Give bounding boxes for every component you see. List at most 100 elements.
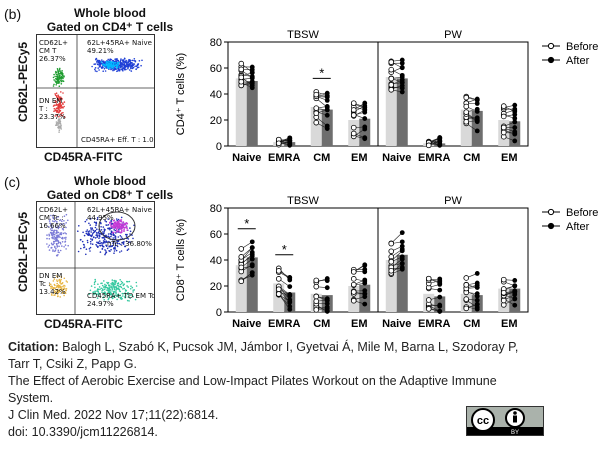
cell-dot: [138, 60, 141, 62]
cell-dot: [108, 61, 110, 63]
cell-dot: [55, 216, 58, 219]
cell-dot: [99, 251, 102, 253]
point-after: [362, 263, 368, 268]
cell-dot: [110, 227, 113, 229]
cell-dot: [121, 223, 123, 226]
cell-dot: [65, 233, 67, 235]
point-before: [388, 267, 395, 274]
cell-dot: [57, 286, 60, 288]
cell-dot: [116, 242, 119, 245]
cell-dot: [110, 58, 113, 61]
significance-mark: *: [282, 242, 287, 257]
cell-dot: [52, 237, 54, 240]
point-before: [500, 129, 507, 136]
cc-by-license-badge[interactable]: cc BY: [466, 406, 544, 436]
cell-dot: [96, 70, 98, 73]
cell-dot: [60, 278, 62, 281]
point-after: [512, 130, 518, 136]
cell-dot: [112, 67, 115, 69]
cell-dot: [122, 288, 124, 290]
bar-after: [359, 118, 371, 146]
point-after: [474, 271, 480, 276]
cell-dot: [113, 231, 115, 234]
cell-dot: [113, 295, 116, 298]
cell-dot: [58, 245, 60, 248]
cell-dot: [110, 219, 112, 222]
cell-dot: [118, 64, 121, 67]
cell-dot: [98, 235, 101, 238]
cell-dot: [113, 61, 115, 64]
cell-dot: [130, 67, 132, 70]
point-before: [238, 264, 245, 271]
cell-dot: [132, 291, 134, 293]
cell-dot: [104, 285, 107, 288]
cell-dot: [104, 65, 106, 68]
legend-label-before: Before: [566, 41, 598, 53]
cell-dot: [141, 59, 143, 62]
cell-dot: [101, 289, 103, 292]
point-after: [399, 65, 405, 71]
panel-letter-b: (b): [4, 6, 22, 22]
cell-dot: [53, 73, 55, 76]
point-before: [238, 66, 245, 73]
cell-dot: [61, 241, 64, 243]
cell-dot: [55, 238, 58, 240]
cell-dot: [98, 237, 100, 239]
cell-dot: [118, 224, 121, 227]
cell-dot: [54, 290, 57, 293]
cell-dot: [103, 61, 106, 63]
cell-dot: [103, 280, 105, 282]
cell-dot: [49, 222, 51, 224]
cell-dot: [58, 105, 61, 107]
cell-dot: [117, 63, 120, 65]
cell-dot: [54, 240, 56, 243]
cell-dot: [118, 69, 121, 71]
cell-dot: [57, 291, 59, 294]
cell-dot: [110, 224, 112, 227]
cell-dot: [94, 237, 97, 239]
cell-dot: [101, 291, 103, 293]
cell-dot: [53, 110, 55, 112]
cell-dot: [56, 293, 59, 295]
cell-dot: [53, 231, 55, 233]
cell-dot: [90, 285, 93, 287]
cell-dot: [119, 294, 121, 297]
point-after: [362, 301, 368, 307]
bar-after: [396, 78, 408, 146]
cell-dot: [103, 67, 106, 70]
point-after: [474, 106, 480, 112]
x-tick-label: EM: [501, 152, 518, 164]
flow-title-line2: Gated on CD4⁺ T cells: [46, 20, 174, 34]
point-before: [425, 306, 432, 312]
cell-dot: [51, 227, 53, 230]
point-after: [324, 107, 330, 113]
cell-dot: [63, 223, 66, 225]
point-before: [350, 289, 357, 295]
cell-dot: [107, 227, 109, 230]
point-after: [474, 96, 480, 102]
cell-dot: [64, 241, 66, 243]
cell-dot: [57, 94, 59, 96]
cell-dot: [61, 70, 63, 72]
cell-dot: [115, 292, 117, 295]
point-before: [500, 103, 507, 109]
cell-dot: [116, 293, 119, 296]
cell-dot: [53, 229, 56, 232]
cell-dot: [112, 69, 114, 72]
cell-dot: [56, 230, 58, 232]
cell-dot: [109, 293, 111, 296]
x-tick-label: Naive: [382, 152, 411, 164]
cell-dot: [47, 246, 50, 248]
point-before: [313, 277, 320, 284]
point-after: [249, 75, 255, 81]
cell-dot: [57, 107, 59, 109]
cell-dot: [56, 114, 58, 116]
gate-td-em-c: CD45RA+ TD EM Tc : 24.97%: [87, 292, 155, 308]
cell-dot: [55, 81, 57, 83]
point-after: [512, 288, 518, 294]
cell-dot: [125, 233, 127, 236]
cell-dot: [124, 294, 127, 296]
bar-after: [471, 110, 483, 146]
cell-dot: [95, 243, 97, 246]
point-before: [350, 276, 357, 282]
